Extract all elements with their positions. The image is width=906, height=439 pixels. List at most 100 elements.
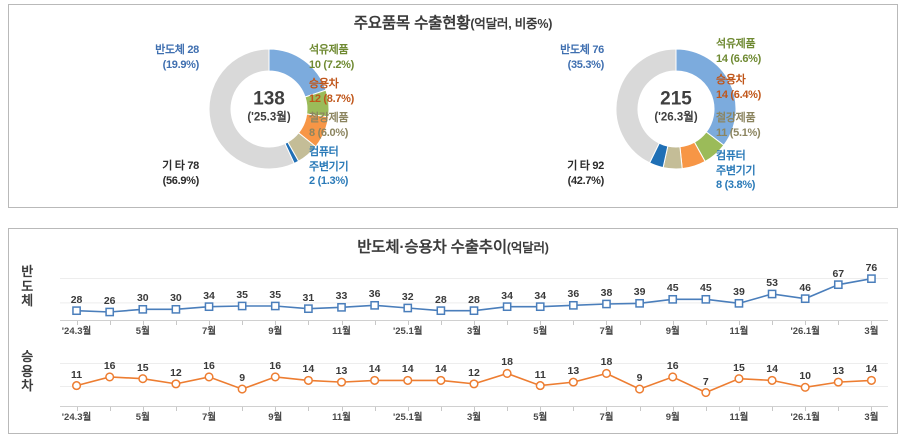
donut-label-value: 10 (7.2%) [309, 58, 354, 71]
data-point-label: 45 [666, 282, 679, 295]
donut-svg-2025-03 [208, 48, 330, 170]
data-point-label: 28 [435, 293, 447, 306]
x-tick-mark [573, 321, 575, 325]
data-point-marker [800, 382, 810, 392]
data-point-marker [469, 306, 479, 316]
x-tick-label: 3월 [466, 412, 482, 423]
donut-panel-title: 주요품목 수출현황(억달러, 비중%) [9, 11, 897, 33]
data-point-marker [304, 304, 313, 314]
donut-label-name2: 주변기기 [309, 160, 349, 173]
data-point-marker [105, 307, 115, 317]
donut-label-computer-2025-03: 컴퓨터 주변기기 2 (1.3%) [309, 145, 349, 189]
x-tick-mark [738, 407, 740, 411]
data-point-marker [370, 300, 379, 310]
x-tick-label: 7월 [202, 412, 217, 423]
x-tick-label: 11월 [332, 326, 351, 337]
x-tick-mark [109, 407, 111, 411]
x-tick-mark [540, 321, 542, 325]
data-point-marker [337, 302, 346, 312]
x-tick-label: 5월 [135, 326, 150, 337]
data-point-marker [72, 306, 81, 316]
x-axis-semiconductor: '24.3월 5월 7월 9월 11월 '25.1월 3월 5월 7월 9월 11월 '26.1월 3월 [60, 320, 888, 337]
data-point-marker [535, 381, 545, 391]
x-tick-mark [871, 407, 873, 411]
x-tick-mark [805, 407, 807, 411]
data-point-label: 13 [335, 365, 348, 378]
data-point-label: 32 [401, 291, 414, 303]
data-point-marker [601, 368, 612, 379]
data-point-label: 9 [239, 372, 246, 385]
x-tick-mark [772, 407, 774, 411]
data-point-label: 16 [666, 359, 679, 372]
donut-label-car-2025-03: 승용차 12 (8.7%) [309, 77, 354, 106]
donut-label-petroleum-2026-03: 석유제품 14 (6.6%) [716, 37, 761, 66]
x-tick-mark [672, 407, 674, 411]
x-tick-mark [407, 321, 409, 325]
data-point-marker [833, 377, 843, 387]
trend-semiconductor-svg [60, 274, 888, 317]
data-point-label: 31 [302, 291, 315, 304]
donut-label-name: 승용차 [309, 78, 339, 90]
x-tick-mark [440, 407, 442, 411]
data-point-marker [370, 375, 380, 385]
data-point-marker [668, 294, 678, 304]
x-tick-mark [109, 321, 111, 325]
data-point-label: 46 [799, 281, 812, 294]
donut-label-value: 14 (6.4%) [716, 88, 761, 101]
data-point-marker [734, 298, 744, 308]
data-point-label: 9 [636, 372, 643, 385]
x-tick-mark [606, 321, 608, 325]
donut-label-value: (19.9%) [162, 58, 200, 71]
donut-label-value: 11 (5.1%) [716, 126, 761, 139]
donut-label-petroleum-2025-03: 석유제품 10 (7.2%) [309, 43, 354, 72]
axis-label-semiconductor: 반도체 [21, 264, 33, 309]
donut-label-value: 8 (3.8%) [716, 179, 756, 192]
x-tick-label: 3월 [466, 326, 482, 337]
x-tick-mark [275, 407, 277, 411]
donut-panel-title-unit: (억달러, 비중%) [470, 17, 553, 31]
data-point-marker [303, 375, 313, 385]
x-tick-mark [440, 321, 442, 325]
x-tick-mark [738, 321, 740, 325]
x-tick-mark [142, 321, 144, 325]
x-tick-mark [142, 407, 144, 411]
data-point-label: 34 [501, 289, 513, 302]
data-point-marker [867, 274, 876, 284]
x-tick-mark [507, 321, 509, 325]
data-point-label: 14 [766, 363, 778, 376]
data-point-label: 16 [203, 359, 215, 372]
donut-chart-panel: 주요품목 수출현황(억달러, 비중%) 138 ('25.3월) 반도체 28(… [8, 4, 898, 208]
data-point-label: 67 [832, 267, 845, 280]
data-point-marker [535, 302, 545, 312]
donut-slice-other [615, 48, 677, 164]
donut-label-semiconductor-2026-03: 반도체 76 (35.3%) [560, 43, 604, 72]
x-tick-label: 5월 [135, 412, 150, 423]
x-tick-mark [871, 321, 873, 325]
donut-label-name: 석유제품 [716, 38, 756, 50]
x-tick-label: '25.1월 [393, 326, 423, 337]
x-tick-mark [474, 407, 475, 411]
x-tick-mark [209, 407, 211, 411]
data-point-label: 30 [170, 292, 182, 305]
data-point-label: 11 [70, 368, 83, 381]
data-point-marker [701, 294, 711, 304]
data-point-label: 39 [733, 286, 745, 299]
data-point-label: 35 [236, 289, 248, 301]
x-tick-label: '25.1월 [393, 412, 423, 423]
data-point-marker [336, 377, 347, 387]
data-point-label: 39 [633, 286, 646, 299]
data-point-marker [270, 372, 280, 382]
x-tick-mark [175, 321, 177, 325]
data-point-label: 18 [600, 356, 613, 369]
data-point-marker [138, 304, 148, 314]
donut-label-car-2026-03: 승용차 14 (6.4%) [716, 73, 761, 102]
x-tick-mark [573, 407, 575, 411]
data-point-label: 10 [799, 370, 812, 383]
donut-label-name: 반도체 76 [560, 44, 604, 56]
data-point-label: 36 [567, 288, 580, 301]
donut-label-name: 철강제품 [716, 112, 756, 124]
donut-chart-2026-03: 215 ('26.3월) 반도체 76 (35.3%) 기 타 92 (42.7%) 석… [454, 31, 899, 207]
x-tick-label: 9월 [268, 412, 283, 423]
data-point-marker [237, 384, 247, 394]
data-point-marker [204, 372, 214, 382]
